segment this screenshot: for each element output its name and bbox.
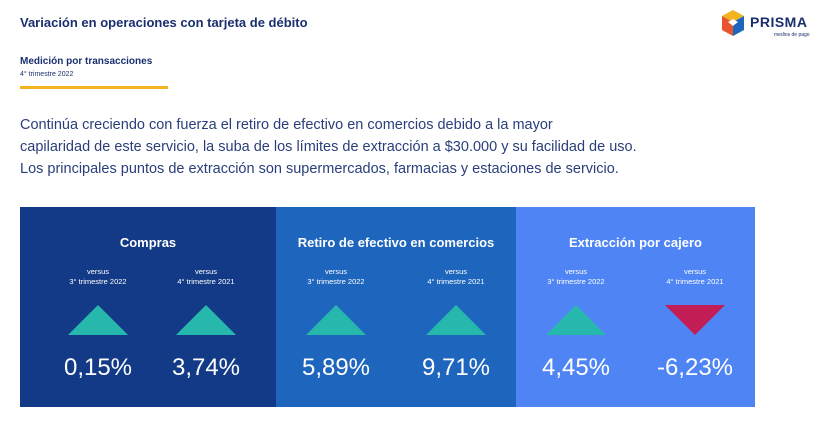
metric-vs-previous-year: versus 4° trimestre 2021 3,74% [146,267,266,382]
metric-value: 4,45% [541,354,611,381]
metric-vs-previous-quarter: versus 3° trimestre 2022 5,89% [276,267,396,382]
down-triangle-icon [665,305,725,335]
up-triangle-icon [68,305,128,335]
up-triangle-icon [426,305,486,335]
up-triangle-icon [546,305,606,335]
logo-tagline: medios de pago [774,32,810,38]
metric-period: 4° trimestre 2021 [666,277,724,286]
up-triangle-icon [306,305,366,335]
metric-versus: versus [86,267,110,276]
metric-vs-previous-quarter: versus 3° trimestre 2022 4,45% [516,267,636,382]
section-caption: 4° trimestre 2022 [20,71,74,78]
prisma-logo: PRISMA medios de pago [722,10,812,42]
paragraph-line: capilaridad de este servicio, la suba de… [20,139,637,155]
panel-title: Retiro de efectivo en comercios [297,235,495,250]
panel-title: Extracción por cajero [569,235,702,250]
metric-period: 4° trimestre 2021 [177,277,235,286]
metric-versus: versus [444,267,468,276]
summary-paragraph: Continúa creciendo con fuerza el retiro … [20,114,760,180]
metric-period: 3° trimestre 2022 [307,277,365,286]
metric-period: 3° trimestre 2022 [547,277,605,286]
metric-versus: versus [194,267,218,276]
paragraph-line: Continúa creciendo con fuerza el retiro … [20,117,553,133]
prisma-logo-icon [722,10,744,36]
metric-value: -6,23% [656,354,734,381]
logo-name: PRISMA [750,14,808,30]
metric-value: 0,15% [63,354,133,381]
metric-versus: versus [683,267,707,276]
accent-underline [20,86,168,89]
section-heading: Medición por transacciones [20,56,153,67]
metric-period: 4° trimestre 2021 [427,277,485,286]
metric-value: 5,89% [301,354,371,381]
metric-vs-previous-quarter: versus 3° trimestre 2022 0,15% [38,267,158,382]
metric-versus: versus [324,267,348,276]
paragraph-line: Los principales puntos de extracción son… [20,161,619,177]
metric-vs-previous-year: versus 4° trimestre 2021 9,71% [396,267,516,382]
panel-extraccion-cajero: Extracción por cajero versus 3° trimestr… [516,207,755,407]
panel-title: Compras [119,235,177,250]
metric-value: 3,74% [171,354,241,381]
metric-versus: versus [564,267,588,276]
panel-compras: Compras versus 3° trimestre 2022 0,15% v… [20,207,276,407]
metric-period: 3° trimestre 2022 [69,277,127,286]
metric-value: 9,71% [421,354,491,381]
metric-vs-previous-year: versus 4° trimestre 2021 -6,23% [635,267,755,382]
page-title: Variación en operaciones con tarjeta de … [20,15,308,30]
up-triangle-icon [176,305,236,335]
panel-retiro-efectivo: Retiro de efectivo en comercios versus 3… [276,207,516,407]
